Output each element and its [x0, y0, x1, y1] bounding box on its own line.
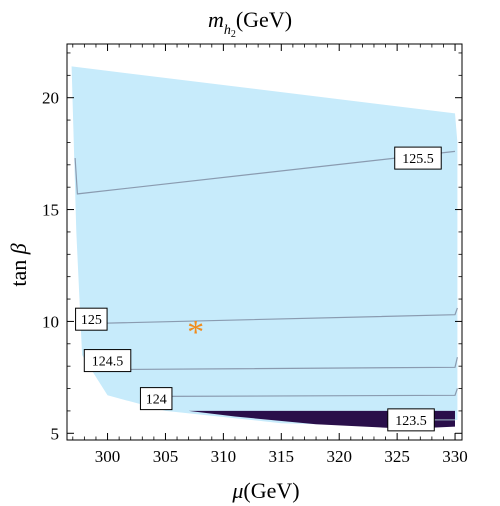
contour-label-box — [387, 408, 435, 432]
region-layer — [71, 66, 458, 429]
y-axis-title: tan β — [6, 243, 31, 286]
allowed-region — [71, 66, 458, 427]
plot-frame — [66, 43, 463, 441]
x-tick-label: 305 — [153, 447, 179, 466]
contour-label: 124 — [139, 387, 173, 411]
contour-label-text: 123.5 — [395, 414, 427, 429]
contour-label-box — [394, 146, 442, 170]
x-tick-label: 300 — [95, 447, 121, 466]
contour-label: 123.5 — [387, 408, 435, 432]
x-tick-label: 315 — [269, 447, 295, 466]
contour-label: 125.5 — [394, 146, 442, 170]
contour-label-text: 125 — [81, 313, 102, 328]
contour-label-text: 125.5 — [402, 152, 434, 167]
contour-label-text: 124 — [146, 393, 167, 408]
contour-line — [84, 307, 458, 325]
contour-label: 124.5 — [83, 349, 132, 373]
x-tick-label: 330 — [442, 447, 468, 466]
contour-label-text: 124.5 — [92, 355, 124, 370]
contour-line — [74, 150, 456, 195]
y-tick-label: 15 — [42, 201, 59, 220]
contour-label-box — [83, 349, 132, 373]
x-tick-label: 320 — [326, 447, 352, 466]
frame-layer: 300 305 310 315 320 325 330 5 10 15 20 — [42, 43, 468, 466]
y-tick-label: 10 — [42, 312, 59, 331]
x-axis-title: μ(GeV) — [231, 478, 299, 503]
x-tick-label: 310 — [211, 447, 237, 466]
contour-label-box — [139, 387, 173, 411]
contour-line — [119, 357, 458, 371]
contour-label-layer: 125.5 125 124.5 124 123.5 — [75, 146, 442, 432]
x-tick-label: 325 — [384, 447, 410, 466]
contour-label: 125 — [75, 307, 108, 331]
y-tick-label: 5 — [51, 424, 60, 443]
benchmark-point-marker: * — [187, 314, 204, 351]
contour-label-box — [75, 307, 108, 331]
contour-line — [165, 388, 458, 397]
y-tick-label: 20 — [42, 89, 59, 108]
marker-layer: * — [187, 314, 204, 351]
chart-title: mh2(GeV) — [208, 7, 292, 40]
